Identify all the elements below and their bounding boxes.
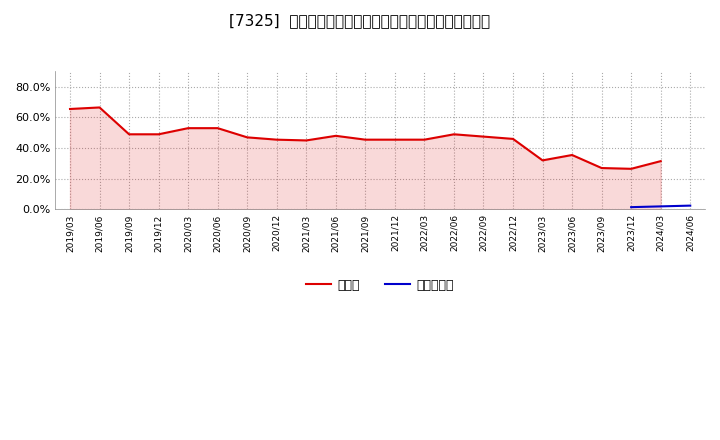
現頲金	[331, 133, 340, 139]
現頲金	[302, 138, 310, 143]
現頲金	[390, 137, 399, 142]
Text: [7325]  現頲金、有利子負債の総資産に対する比率の推移: [7325] 現頲金、有利子負債の総資産に対する比率の推移	[230, 13, 490, 28]
有利子負債	[657, 204, 665, 209]
現頲金	[272, 137, 281, 142]
有利子負債	[686, 203, 695, 208]
現頲金	[66, 106, 74, 112]
現頲金	[449, 132, 458, 137]
Line: 有利子負債: 有利子負債	[631, 205, 690, 207]
現頲金	[243, 135, 251, 140]
現頲金	[184, 125, 192, 131]
現頲金	[657, 158, 665, 164]
現頲金	[598, 165, 606, 171]
現頲金	[125, 132, 133, 137]
Line: 現頲金: 現頲金	[70, 107, 661, 169]
現頲金	[420, 137, 428, 142]
現頲金	[213, 125, 222, 131]
現頲金	[509, 136, 518, 142]
現頲金	[95, 105, 104, 110]
現頲金	[539, 158, 547, 163]
現頲金	[568, 152, 577, 158]
有利子負債	[627, 205, 636, 210]
現頲金	[627, 166, 636, 172]
現頲金	[154, 132, 163, 137]
Legend: 現頲金, 有利子負債: 現頲金, 有利子負債	[302, 274, 459, 297]
現頲金	[361, 137, 369, 142]
現頲金	[480, 134, 488, 139]
